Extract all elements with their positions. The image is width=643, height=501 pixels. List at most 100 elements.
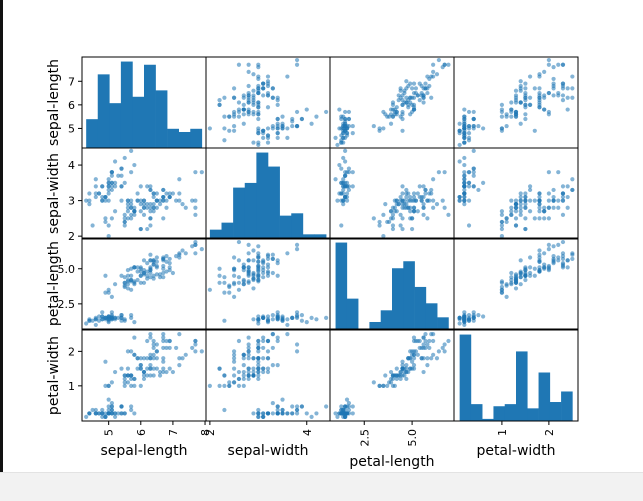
histogram-bar <box>561 391 573 421</box>
data-point <box>518 272 523 277</box>
data-point <box>537 216 542 221</box>
data-point <box>462 162 467 168</box>
data-point <box>411 366 417 371</box>
data-point <box>270 126 275 131</box>
data-point <box>227 383 232 388</box>
data-point <box>154 349 159 354</box>
data-point <box>404 376 409 382</box>
data-point <box>532 216 537 221</box>
data-point <box>164 254 169 259</box>
data-point <box>154 366 159 371</box>
data-point <box>93 177 98 182</box>
histogram-bar <box>504 404 517 421</box>
data-point <box>546 242 551 247</box>
data-point <box>265 126 271 131</box>
data-point <box>96 318 102 323</box>
data-point <box>119 173 124 178</box>
data-point <box>129 212 134 217</box>
data-point <box>119 411 124 416</box>
data-point <box>462 114 467 119</box>
data-point <box>148 335 153 340</box>
data-point <box>343 148 348 153</box>
data-point <box>236 239 242 245</box>
data-point <box>193 212 198 217</box>
data-point <box>251 411 256 416</box>
data-point <box>106 397 111 402</box>
data-point <box>132 320 137 325</box>
data-point <box>174 198 179 203</box>
data-point <box>551 261 556 266</box>
data-point <box>556 170 561 175</box>
data-point <box>177 198 182 203</box>
data-point <box>560 191 566 196</box>
data-point <box>193 170 198 175</box>
data-point <box>125 268 131 273</box>
data-point <box>261 345 266 351</box>
data-point <box>151 342 156 347</box>
data-point <box>161 359 166 364</box>
data-point <box>388 121 394 126</box>
data-point <box>217 383 222 388</box>
data-point <box>421 342 426 347</box>
data-point <box>431 69 436 74</box>
data-point <box>138 383 143 388</box>
data-point <box>265 93 271 98</box>
data-point <box>256 265 261 270</box>
data-point <box>116 411 121 416</box>
data-point <box>421 202 426 207</box>
data-point <box>193 242 198 247</box>
histogram-bar <box>86 119 99 148</box>
histogram-bar <box>120 61 133 148</box>
data-point <box>125 198 131 203</box>
data-point <box>256 342 261 347</box>
data-point <box>429 187 434 193</box>
data-point <box>280 411 285 416</box>
data-point <box>409 86 415 91</box>
data-point <box>251 109 256 115</box>
data-point <box>154 255 159 260</box>
data-point <box>275 411 280 416</box>
data-point <box>431 198 436 203</box>
data-point <box>556 242 561 247</box>
data-point <box>84 321 89 326</box>
data-point <box>398 376 403 382</box>
data-point <box>309 315 314 321</box>
data-point <box>275 273 280 278</box>
data-point <box>294 310 300 315</box>
data-point <box>513 109 519 115</box>
data-point <box>570 74 575 79</box>
data-point <box>413 338 419 344</box>
data-point <box>560 184 566 189</box>
data-point <box>116 173 121 178</box>
data-point <box>462 317 467 322</box>
data-point <box>518 83 523 89</box>
data-point <box>400 359 405 364</box>
data-point <box>154 259 159 264</box>
data-point <box>471 310 476 315</box>
histogram-sepal-length <box>81 56 207 149</box>
y-tick-label: 5 <box>68 122 75 135</box>
data-point <box>265 105 271 110</box>
data-point <box>193 338 198 344</box>
data-point <box>106 191 111 196</box>
data-point <box>343 414 348 419</box>
data-point <box>275 123 280 129</box>
data-point <box>241 121 246 126</box>
data-point <box>231 95 237 100</box>
data-point <box>343 404 348 409</box>
data-point <box>270 345 275 351</box>
data-point <box>390 376 396 382</box>
data-point <box>161 216 166 221</box>
data-point <box>294 404 300 409</box>
data-point <box>231 86 237 91</box>
data-point <box>285 332 290 337</box>
data-point <box>125 273 131 278</box>
histogram-bar <box>291 213 304 239</box>
data-point <box>398 88 403 93</box>
data-point <box>241 352 246 357</box>
data-point <box>109 173 114 178</box>
data-point <box>122 212 127 217</box>
data-point <box>344 123 350 129</box>
data-point <box>377 223 382 228</box>
data-point <box>141 258 147 263</box>
